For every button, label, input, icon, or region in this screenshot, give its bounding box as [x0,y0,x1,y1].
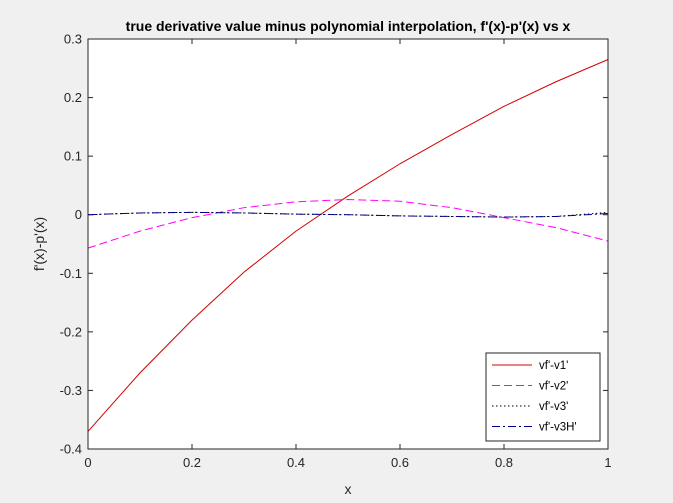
series-line-4 [87,211,609,218]
series-line-1 [87,59,609,432]
x-tick-label: 0.4 [287,455,305,470]
series-line-2 [87,198,609,249]
legend-label-4: vf'-v3H' [539,422,577,434]
y-tick-label: -0.1 [60,266,82,281]
x-axis-label: x [345,481,352,497]
y-tick-label: 0.1 [64,149,82,164]
y-axis-label: f'(x)-p'(x) [31,217,47,271]
legend-label-3: vf'-v3' [539,401,568,413]
y-tick-label: 0.2 [64,90,82,105]
x-tick-label: 0.6 [391,455,409,470]
y-tick-label: -0.3 [60,383,82,398]
y-tick-label: 0.3 [64,32,82,47]
y-tick-label: -0.2 [60,324,82,339]
x-tick-label: 0.2 [183,455,201,470]
plot-frame [87,38,609,450]
x-tick-label: 0.8 [495,455,513,470]
legend-label-1: vf'-v1' [539,360,568,372]
legend: vf'-v1' vf'-v2' vf'-v3' vf'-v3H' [485,352,601,442]
legend-label-2: vf'-v2' [539,381,568,393]
y-tick-label: 0 [75,207,82,222]
x-tick-label: 1 [604,455,611,470]
chart-title: true derivative value minus polynomial i… [126,18,571,34]
x-tick-label: 0 [84,455,91,470]
y-tick-label: -0.4 [60,442,82,457]
